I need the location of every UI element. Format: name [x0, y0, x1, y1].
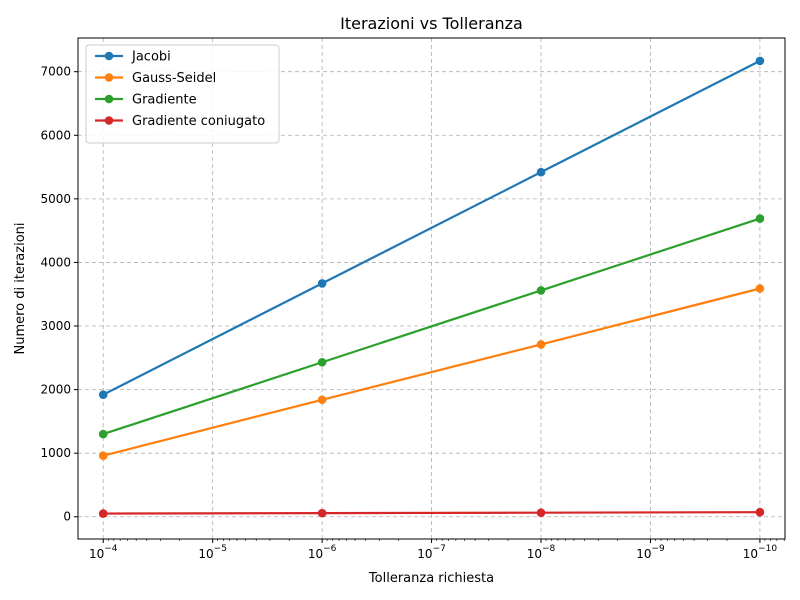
legend-marker: [104, 94, 114, 104]
y-axis-label: Numero di iterazioni: [13, 222, 28, 354]
legend-marker: [104, 51, 114, 61]
y-tick-label: 0: [63, 510, 71, 524]
series-line: [102, 287, 761, 457]
data-point: [98, 390, 108, 399]
legend-label: Gradiente coniugato: [132, 114, 265, 129]
y-tick-label: 7000: [40, 65, 71, 79]
series-layer: [98, 56, 765, 518]
legend-label: Jacobi: [131, 50, 171, 65]
data-point: [317, 508, 327, 518]
y-tick-label: 2000: [40, 383, 71, 397]
y-tick-label: 4000: [40, 255, 71, 269]
x-tick-label: 10−8: [527, 544, 556, 561]
x-axis-label: Tolleranza richiesta: [368, 571, 494, 586]
x-tick-label: 10−9: [636, 544, 665, 561]
data-point: [317, 279, 327, 288]
series-line: [103, 511, 760, 515]
data-point: [536, 508, 546, 517]
data-point: [98, 429, 108, 439]
data-point: [98, 451, 108, 461]
data-point: [98, 509, 108, 518]
x-tick-label: 10−7: [417, 544, 446, 561]
data-point: [317, 357, 327, 367]
y-tick-label: 3000: [40, 319, 71, 333]
x-tick-label: 10−6: [308, 544, 337, 561]
data-point: [755, 214, 765, 223]
legend: Jacobi Gauss-Seidel Gradiente Gradiente con…: [85, 44, 280, 144]
legend-marker: [104, 116, 114, 125]
y-tick-label: 5000: [40, 192, 71, 206]
chart-title: Iterazioni vs Tolleranza: [340, 14, 523, 33]
y-tick-label: 6000: [40, 128, 71, 142]
data-point: [536, 340, 546, 349]
legend-label: Gradiente: [132, 93, 197, 108]
data-point: [536, 167, 546, 177]
data-point: [755, 507, 765, 517]
legend-label: Gauss-Seidel: [132, 71, 216, 86]
data-point: [755, 284, 765, 293]
x-tick-label: 10−5: [198, 544, 227, 561]
legend-box: [85, 44, 280, 144]
x-tick-label: 10−10: [743, 544, 778, 561]
series-line: [102, 59, 761, 396]
series-line: [102, 217, 761, 436]
data-point: [536, 286, 546, 295]
ticks: 10−4 10−5 10−6 10−7 10−8 10−9 10−10 0 1000 2000 30…: [40, 65, 785, 561]
legend-marker: [104, 73, 114, 82]
data-point: [755, 56, 765, 66]
x-tick-label: 10−4: [89, 544, 118, 561]
y-tick-label: 1000: [40, 446, 71, 460]
data-point: [317, 395, 327, 405]
